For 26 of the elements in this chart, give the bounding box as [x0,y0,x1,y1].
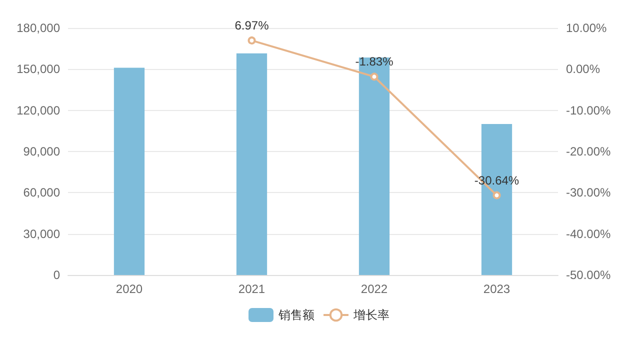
bar [114,68,145,275]
point [492,191,501,200]
y-tick-label: 120,000 [16,103,60,118]
y2-tick-label: -10.00% [566,103,612,118]
y2-tick-label: -30.00% [566,186,612,200]
legend-label: 销售额 [278,308,314,322]
x-tick-label: 2022 [360,282,388,296]
y-tick-label: 30,000 [23,226,60,241]
data-label: 6.97% [234,18,270,32]
legend-label: 增长率 [352,308,390,322]
y-tick-label: 180,000 [16,21,60,35]
y-tick-label: 60,000 [23,186,60,200]
y2-tick-label: -40.00% [566,226,612,241]
point [370,72,378,81]
y2-tick-label: -50.00% [566,268,612,282]
point [248,36,256,44]
y-tick-label: 0 [53,268,60,282]
x-tick-label: 2020 [116,282,143,296]
y-tick-label: 150,000 [16,62,60,76]
x-tick-label: 2023 [483,282,510,296]
y2-tick-label: 10.00% [566,21,608,35]
y-tick-label: 90,000 [23,144,60,158]
y2-tick-label: -20.00% [566,144,612,158]
y2-tick-label: 0.00% [566,62,600,76]
x-tick-label: 2021 [238,282,266,296]
bar [236,53,268,275]
